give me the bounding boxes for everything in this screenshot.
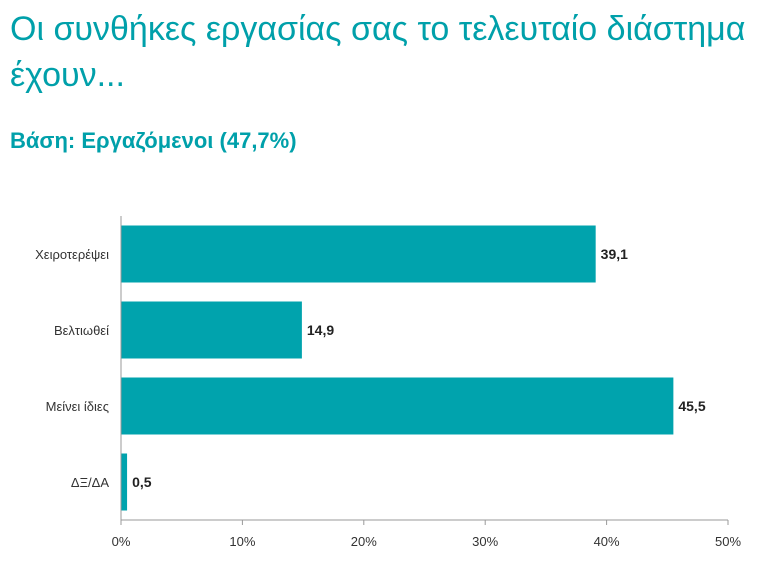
x-tick-label: 20% (351, 534, 377, 549)
x-tick-label: 0% (112, 534, 131, 549)
bar (121, 225, 596, 283)
category-label: Βελτιωθεί (54, 323, 109, 338)
category-label: Χειροτερέψει (35, 247, 109, 262)
chart-subtitle: Βάση: Εργαζόμενοι (47,7%) (10, 128, 297, 153)
data-label: 45,5 (678, 398, 705, 414)
data-label: 0,5 (132, 474, 152, 490)
category-label: ΔΞ/ΔΑ (71, 475, 109, 490)
chart-title: Οι συνθήκες εργασίας σας το τελευταίο δι… (10, 10, 746, 94)
bars-group (121, 225, 674, 511)
bar (121, 377, 674, 435)
data-label: 39,1 (601, 246, 628, 262)
x-tick-label: 50% (715, 534, 741, 549)
x-tick-label: 30% (472, 534, 498, 549)
bar (121, 301, 302, 359)
category-label: Μείνει ίδιες (46, 399, 109, 414)
x-tick-label: 10% (229, 534, 255, 549)
x-tick-label: 40% (594, 534, 620, 549)
axes-group: Χειροτερέψει 39,1 Βελτιωθεί 14,9 Μείνει ίδιε… (35, 216, 741, 549)
data-label: 14,9 (307, 322, 334, 338)
bar (121, 453, 128, 511)
